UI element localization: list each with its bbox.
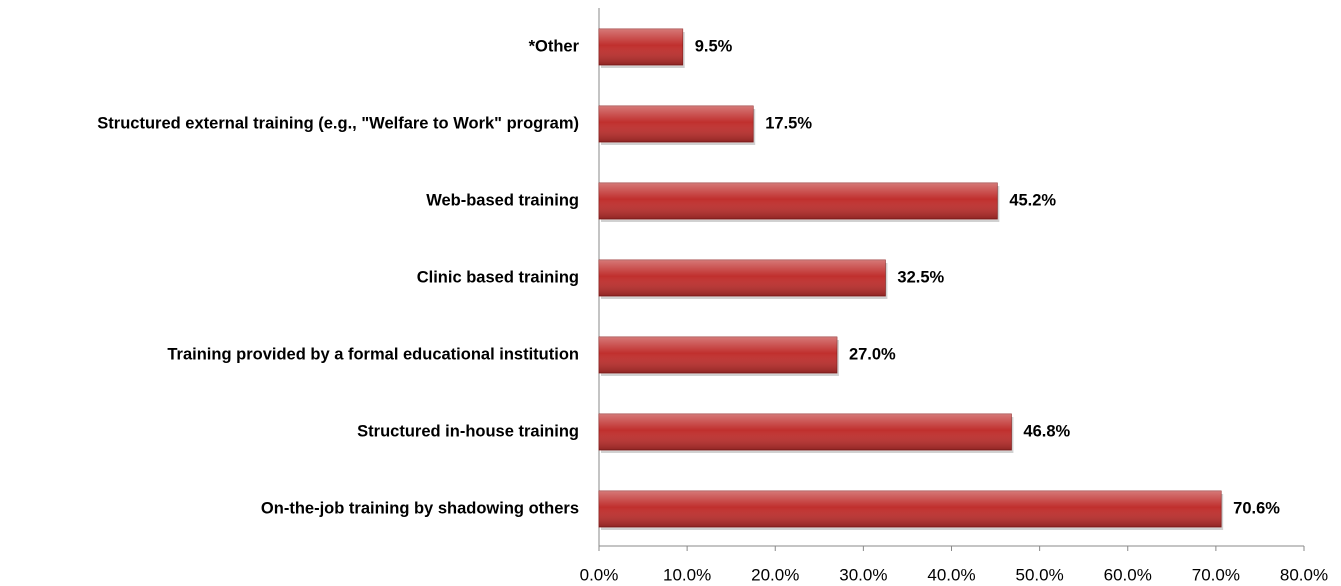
y-tick-label: Structured external training (e.g., "Wel… xyxy=(97,114,579,132)
value-label: 46.8% xyxy=(1023,422,1070,440)
bar-shine xyxy=(599,491,1222,527)
x-tick-label: 30.0% xyxy=(839,565,887,584)
x-tick-label: 70.0% xyxy=(1192,565,1240,584)
y-tick-label: Structured in-house training xyxy=(357,422,579,440)
value-label: 45.2% xyxy=(1009,191,1056,209)
bar-shine xyxy=(599,337,837,373)
y-tick-label: Web-based training xyxy=(426,191,579,209)
x-tick-label: 20.0% xyxy=(751,565,799,584)
value-label: 17.5% xyxy=(765,114,812,132)
x-tick-label: 50.0% xyxy=(1016,565,1064,584)
bar-shine xyxy=(599,414,1012,450)
x-tick-label: 10.0% xyxy=(663,565,711,584)
y-tick-label: Clinic based training xyxy=(417,268,579,286)
bar-shine xyxy=(599,260,886,296)
value-label: 32.5% xyxy=(897,268,944,286)
value-label: 70.6% xyxy=(1233,499,1280,517)
value-label: 9.5% xyxy=(695,37,733,55)
y-tick-label: *Other xyxy=(529,37,580,55)
bar-shine xyxy=(599,183,998,219)
bar-shine xyxy=(599,106,754,142)
x-tick-label: 0.0% xyxy=(580,565,619,584)
x-tick-label: 80.0% xyxy=(1280,565,1328,584)
y-tick-label: Training provided by a formal educationa… xyxy=(167,345,579,363)
x-tick-label: 60.0% xyxy=(1104,565,1152,584)
value-label: 27.0% xyxy=(849,345,896,363)
bar-shine xyxy=(599,29,683,65)
x-tick-label: 40.0% xyxy=(927,565,975,584)
y-tick-label: On-the-job training by shadowing others xyxy=(261,499,579,517)
